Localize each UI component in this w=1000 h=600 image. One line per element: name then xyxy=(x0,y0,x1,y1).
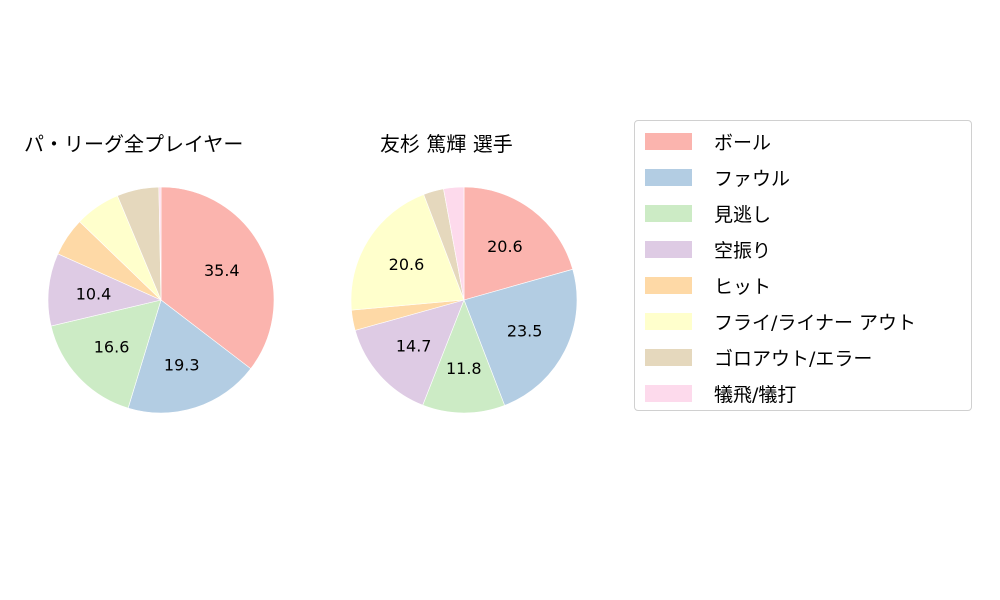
legend-item: ボール xyxy=(645,129,772,154)
left-pie-chart: 35.4 19.3 16.6 10.4 xyxy=(47,186,275,414)
legend-swatch xyxy=(645,240,692,258)
slice-value-label: 23.5 xyxy=(507,321,543,340)
legend-swatch xyxy=(645,132,692,150)
legend-label: 犠飛/犠打 xyxy=(714,383,797,406)
legend-item: ヒット xyxy=(645,273,772,298)
pie-slice xyxy=(354,299,465,406)
legend-swatch xyxy=(645,384,692,402)
pie-slice xyxy=(463,268,578,406)
pie-slice xyxy=(463,186,574,301)
slice-value-label: 35.4 xyxy=(204,261,240,280)
slice-value-label: 11.8 xyxy=(446,359,482,378)
legend-swatch xyxy=(645,348,692,366)
pie-slice xyxy=(158,186,162,301)
pie-slice xyxy=(127,299,252,414)
legend-label: フライ/ライナー アウト xyxy=(714,311,917,334)
slice-value-label: 19.3 xyxy=(164,356,200,375)
legend-item: 空振り xyxy=(645,237,772,262)
legend-swatch xyxy=(645,168,692,186)
pie-slice xyxy=(443,186,465,301)
slice-value-label: 20.6 xyxy=(389,255,425,274)
pie-slice xyxy=(47,253,162,327)
legend-swatch xyxy=(645,312,692,330)
right-chart-title: 友杉 篤輝 選手 xyxy=(380,132,513,156)
legend-label: 見逃し xyxy=(714,203,772,226)
legend-label: ボール xyxy=(714,131,772,154)
legend-item: フライ/ライナー アウト xyxy=(645,309,917,334)
slice-value-label: 10.4 xyxy=(76,285,112,304)
legend-item: 見逃し xyxy=(645,201,772,226)
legend-swatch xyxy=(645,276,692,294)
legend-label: 空振り xyxy=(714,239,772,262)
slice-value-label: 16.6 xyxy=(94,337,130,356)
left-chart-title: パ・リーグ全プレイヤー xyxy=(24,132,244,156)
pie-slice xyxy=(50,299,162,409)
pie-slice xyxy=(422,299,506,414)
legend: ボールファウル見逃し空振りヒットフライ/ライナー アウト ゴロアウト/エラー 犠飛/… xyxy=(634,120,972,411)
legend-item: 犠飛/犠打 xyxy=(645,381,797,406)
legend-label: ヒット xyxy=(714,275,772,298)
legend-swatch xyxy=(645,204,692,222)
legend-label: ファウル xyxy=(714,167,791,190)
legend-label: ゴロアウト/エラー xyxy=(714,347,873,370)
pie-slice xyxy=(350,194,465,311)
legend-item: ゴロアウト/エラー xyxy=(645,345,873,370)
slice-value-label: 14.7 xyxy=(396,336,432,355)
slice-value-label: 20.6 xyxy=(487,237,523,256)
pie-slice xyxy=(160,186,275,370)
legend-item: ファウル xyxy=(645,165,791,190)
right-pie-chart: 20.6 23.5 11.8 14.7 20.6 xyxy=(350,186,578,414)
